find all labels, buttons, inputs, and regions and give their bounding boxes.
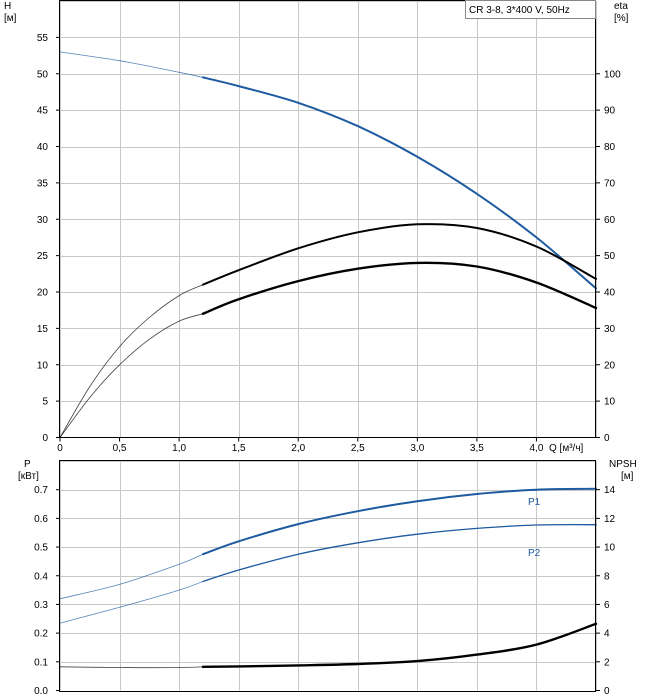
left-tick-label: 0.5 — [34, 543, 48, 554]
series-1-1-line — [202, 523, 597, 583]
x-tick-label: 0,5 — [113, 443, 127, 454]
left-tick-label: 0.2 — [34, 629, 48, 640]
left-tick-label: 0.1 — [34, 657, 48, 668]
series-0-1-extension — [59, 284, 204, 438]
left-tick-label: 0 — [42, 433, 48, 444]
left-tick-label: 0.6 — [34, 514, 48, 525]
right-tick-label: 6 — [604, 600, 610, 611]
left-tick-label: 10 — [37, 360, 49, 371]
right-tick-label: 40 — [604, 288, 616, 299]
right-tick-label: 50 — [604, 251, 616, 262]
left-tick-label: 50 — [37, 69, 49, 80]
left-tick-label: 45 — [37, 106, 49, 117]
series-1-0-line — [201, 487, 597, 556]
bottom-plot-frame — [59, 460, 596, 692]
legend-box — [465, 0, 596, 19]
series-1-2-line — [201, 622, 598, 668]
series-0-0-extension — [59, 51, 203, 78]
right-tick-label: 80 — [604, 142, 616, 153]
top-grid — [60, 1, 597, 438]
right-tick-label: 10 — [604, 543, 616, 554]
series-0-0-line — [201, 76, 597, 290]
series-label-p2: P2 — [528, 548, 541, 559]
series-0-2-extension — [59, 313, 204, 438]
right-tick-label: 0 — [604, 433, 610, 444]
right-tick-label: 8 — [604, 571, 610, 582]
right-tick-label: 0 — [604, 686, 610, 697]
p-axis-unit: [кВт] — [18, 471, 39, 482]
h-axis-unit: [м] — [4, 13, 17, 24]
q-axis-label: Q [м³/ч] — [549, 443, 584, 454]
x-tick-label: 2,0 — [291, 443, 305, 454]
bottom-grid — [60, 461, 597, 691]
bottom-series — [59, 487, 598, 669]
x-tick-label: 1,5 — [232, 443, 246, 454]
h-axis-label: H — [4, 1, 11, 12]
right-tick-label: 70 — [604, 178, 616, 189]
left-tick-label: 25 — [37, 251, 49, 262]
right-tick-label: 100 — [604, 69, 621, 80]
series-0-2-line — [201, 261, 598, 315]
right-tick-label: 60 — [604, 215, 616, 226]
left-tick-label: 0.4 — [34, 571, 48, 582]
right-tick-label: 10 — [604, 397, 616, 408]
npsh-axis-label: NPSH — [609, 459, 637, 470]
x-tick-label: 1,0 — [172, 443, 186, 454]
x-tick-label: 0 — [57, 443, 63, 454]
left-tick-label: 5 — [42, 397, 48, 408]
x-tick-label: 3,0 — [410, 443, 424, 454]
top-series — [59, 51, 598, 438]
series-1-2-extension — [59, 666, 203, 669]
right-tick-label: 14 — [604, 485, 616, 496]
series-label-p1: P1 — [528, 497, 541, 508]
npsh-axis-unit: [м] — [621, 471, 634, 482]
series-1-0-extension — [59, 553, 204, 600]
left-tick-label: 0.7 — [34, 485, 48, 496]
legend-text: CR 3-8, 3*400 V, 50Hz — [469, 5, 570, 16]
left-tick-label: 0.3 — [34, 600, 48, 611]
x-tick-label: 4,0 — [529, 443, 543, 454]
p-axis-label: P — [24, 459, 31, 470]
series-0-1-line — [201, 223, 597, 286]
right-tick-label: 2 — [604, 657, 610, 668]
axis-ticks: 0510152025303540455055010203040506070809… — [34, 33, 621, 697]
series-1-1-extension — [59, 581, 204, 624]
top-plot-frame — [59, 0, 596, 438]
x-tick-label: 3,5 — [470, 443, 484, 454]
right-tick-label: 20 — [604, 360, 616, 371]
right-tick-label: 4 — [604, 629, 610, 640]
left-tick-label: 15 — [37, 324, 49, 335]
left-tick-label: 30 — [37, 215, 49, 226]
right-tick-label: 12 — [604, 514, 616, 525]
left-tick-label: 20 — [37, 288, 49, 299]
left-tick-label: 0.0 — [34, 686, 48, 697]
eta-axis-unit: [%] — [614, 13, 629, 24]
eta-axis-label: eta — [614, 1, 628, 12]
left-tick-label: 55 — [37, 33, 49, 44]
right-tick-label: 90 — [604, 106, 616, 117]
right-tick-label: 30 — [604, 324, 616, 335]
left-tick-label: 40 — [37, 142, 49, 153]
x-tick-label: 2,5 — [351, 443, 365, 454]
left-tick-label: 35 — [37, 178, 49, 189]
